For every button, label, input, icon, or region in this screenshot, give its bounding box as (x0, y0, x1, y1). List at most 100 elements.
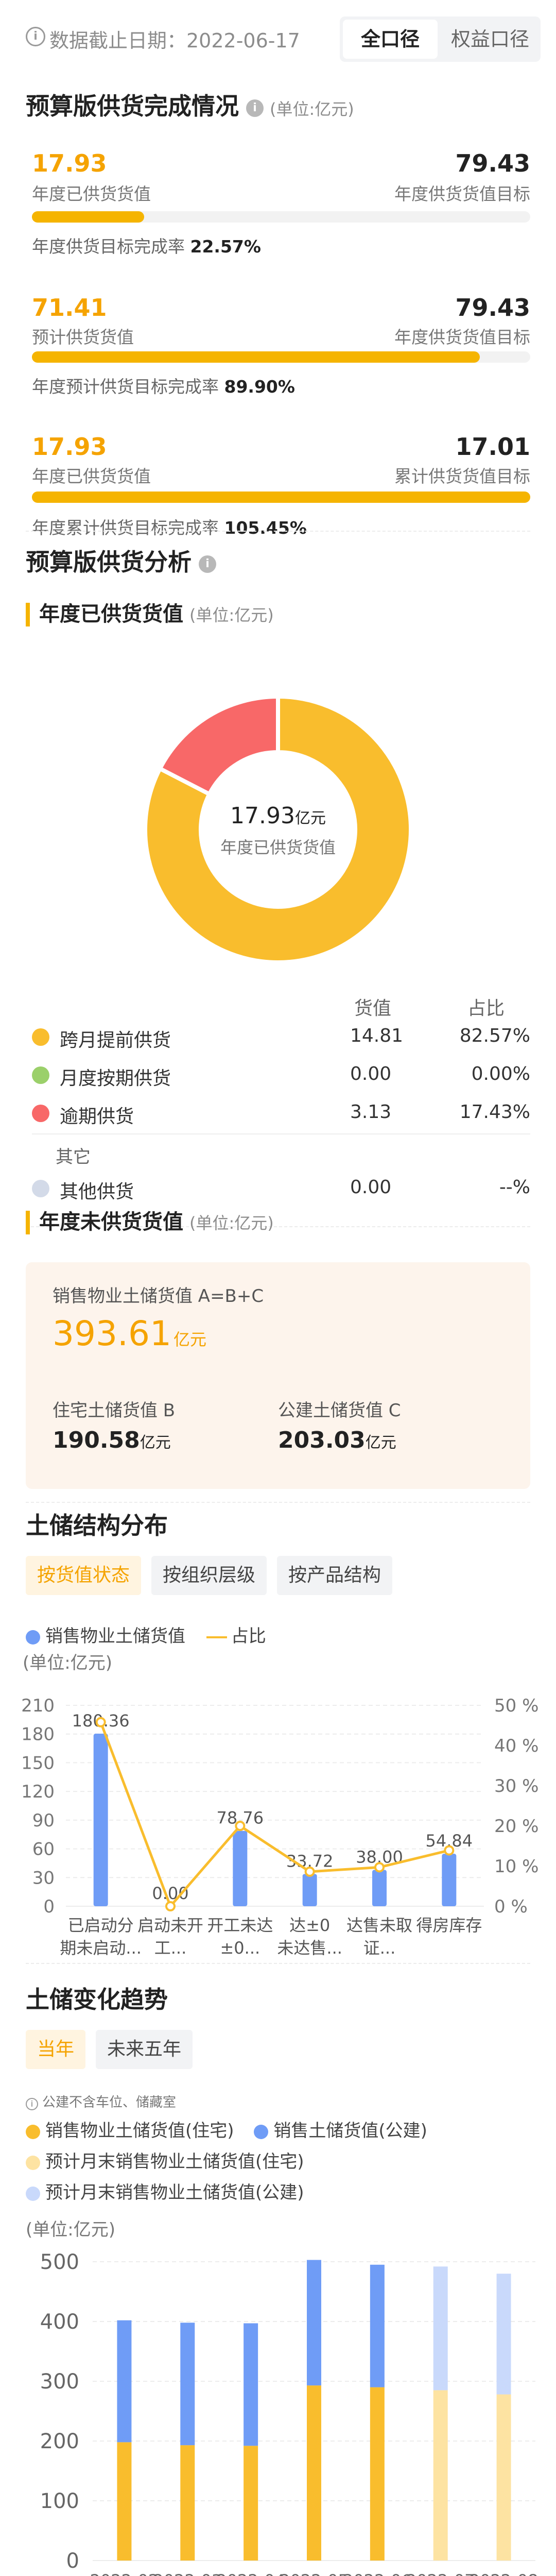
divider (26, 1226, 530, 1227)
legend-label: 占比 (231, 1626, 266, 1647)
residential-value: 190.58亿元 (53, 1427, 171, 1453)
ratio-point[interactable] (374, 1862, 385, 1873)
tab-by-product[interactable]: 按产品结构 (277, 1556, 393, 1595)
rate-value: 105.45% (224, 518, 307, 538)
expected-supply-label: 预计供货货值 (32, 327, 134, 347)
main-unit: 亿元 (173, 1330, 206, 1349)
stacked-bar-segment[interactable] (433, 2266, 448, 2391)
c-unit: 亿元 (365, 1434, 396, 1452)
trend-legend-row-1: 销售物业土储货值(住宅) 销售土储货值(公建) (26, 2116, 427, 2142)
trend-legend-row-2: 预计月末销售物业土储货值(住宅) (26, 2147, 304, 2173)
x-tick-label: 2022-04 (216, 2571, 285, 2576)
donut-slice[interactable] (143, 694, 413, 964)
supplied-value: 17.93 (32, 433, 107, 461)
stacked-bar-segment[interactable] (180, 2323, 195, 2446)
row-value: 14.81 (350, 1025, 404, 1046)
y-tick-label: 120 (21, 1782, 55, 1802)
stacked-bar-segment[interactable] (307, 2260, 321, 2386)
row-name: 其他供货 (60, 1181, 134, 1202)
bar[interactable] (372, 1870, 387, 1906)
donut-center-value: 17.93亿元 (139, 803, 417, 829)
data-cutoff-date: 数据截止日期：2022-06-17 (49, 29, 300, 52)
ratio-point[interactable] (304, 1866, 315, 1877)
trend-stacked-bar-chart: 01002003004005002022-022022-032022-04202… (40, 2250, 538, 2576)
stacked-bar-segment[interactable] (180, 2445, 195, 2561)
structure-tabs: 按货值状态 按组织层级 按产品结构 (26, 1556, 403, 1595)
y-tick-label: 0 (66, 2549, 79, 2573)
stacked-bar-segment[interactable] (117, 2320, 132, 2443)
x-tick-label: 得房库存 (416, 1916, 482, 1935)
legend-dot (26, 2186, 40, 2201)
donut-slice[interactable] (157, 694, 280, 797)
expected-supply-value: 71.41 (32, 294, 107, 321)
row-value: 0.00 (350, 1063, 392, 1084)
x-tick-label: 2022-07 (406, 2571, 475, 2576)
note: i 公建不含车位、储藏室 (26, 2092, 176, 2111)
divider (32, 1133, 530, 1134)
section-title-structure: 土储结构分布 (26, 1512, 168, 1539)
stacked-bar-segment[interactable] (244, 2446, 258, 2561)
progress-bar (32, 492, 530, 503)
public-label: 公建土储货值 C (278, 1400, 401, 1421)
bar[interactable] (302, 1874, 317, 1906)
center-value: 17.93 (230, 803, 295, 829)
stacked-bar-segment[interactable] (496, 2394, 511, 2561)
tab-current-year[interactable]: 当年 (26, 2030, 86, 2069)
rate-label: 年度累计供货目标完成率 (32, 518, 219, 538)
stacked-bar-segment[interactable] (496, 2274, 511, 2395)
main-label: 销售物业土储货值 A=B+C (53, 1286, 264, 1307)
rate-value: 89.90% (224, 377, 295, 397)
x-tick-label: 启动未开 (137, 1916, 203, 1935)
y-axis-unit: (单位:亿元) (23, 1653, 112, 1673)
info-icon[interactable]: i (199, 555, 216, 573)
legend-dot (32, 1028, 49, 1046)
y-tick-label: 150 (21, 1753, 55, 1773)
tab-by-status[interactable]: 按货值状态 (26, 1556, 142, 1595)
ratio-point[interactable] (444, 1845, 455, 1856)
legend-dot (254, 2124, 269, 2139)
tab-full-scope[interactable]: 全口径 (343, 20, 438, 59)
tab-equity-scope[interactable]: 权益口径 (450, 28, 529, 50)
b-unit: 亿元 (140, 1434, 171, 1452)
y-tick-label: 100 (40, 2489, 79, 2513)
x-tick-label: 期未启动... (60, 1938, 142, 1958)
annual-target-value: 79.43 (455, 149, 530, 177)
subsection-title-unsupplied: 年度未供货货值 (单位:亿元) (26, 1211, 274, 1234)
info-icon[interactable]: i (246, 99, 264, 117)
y-tick-label: 200 (40, 2430, 79, 2453)
progress-fill (32, 492, 530, 503)
stacked-bar-segment[interactable] (433, 2390, 448, 2561)
legend-dot (32, 1180, 49, 1197)
col-header-value: 货值 (354, 998, 392, 1019)
unsupplied-card: 销售物业土储货值 A=B+C 393.61 亿元 住宅土储货值 B 190.58亿… (26, 1262, 530, 1489)
annual-target-value: 79.43 (455, 294, 530, 321)
tab-by-org[interactable]: 按组织层级 (151, 1556, 267, 1595)
subsection-title-supplied: 年度已供货货值 (单位:亿元) (26, 603, 274, 626)
x-tick-label: 达±0 (289, 1916, 330, 1935)
center-unit: 亿元 (294, 809, 326, 827)
stacked-bar-segment[interactable] (370, 2387, 385, 2561)
bar[interactable] (93, 1734, 108, 1906)
ratio-point[interactable] (165, 1901, 176, 1911)
completion-title-text: 预算版供货完成情况 (26, 92, 239, 120)
stacked-bar-segment[interactable] (307, 2385, 321, 2561)
row-value: 0.00 (350, 1177, 392, 1198)
public-value: 203.03亿元 (278, 1427, 396, 1453)
x-tick-label: 开工未达 (207, 1916, 273, 1935)
tab-next-five-years[interactable]: 未来五年 (96, 2030, 193, 2069)
stacked-bar-segment[interactable] (244, 2323, 258, 2446)
section-title-trend: 土储变化趋势 (26, 1986, 168, 2013)
trend-legend-row-3: 预计月末销售物业土储货值(公建) (26, 2178, 304, 2204)
y-tick-label: 60 (32, 1839, 55, 1860)
x-tick-label: 2022-02 (90, 2571, 159, 2576)
stacked-bar-segment[interactable] (117, 2442, 132, 2561)
x-tick-label: 2022-05 (280, 2571, 349, 2576)
stacked-bar-segment[interactable] (370, 2264, 385, 2387)
ratio-point[interactable] (95, 1717, 106, 1727)
ratio-point[interactable] (235, 1821, 246, 1831)
bar[interactable] (442, 1854, 457, 1906)
bar[interactable] (233, 1831, 248, 1906)
y2-tick-label: 30 % (494, 1776, 538, 1797)
legend-label: 销售物业土储货值(住宅) (45, 2121, 234, 2141)
